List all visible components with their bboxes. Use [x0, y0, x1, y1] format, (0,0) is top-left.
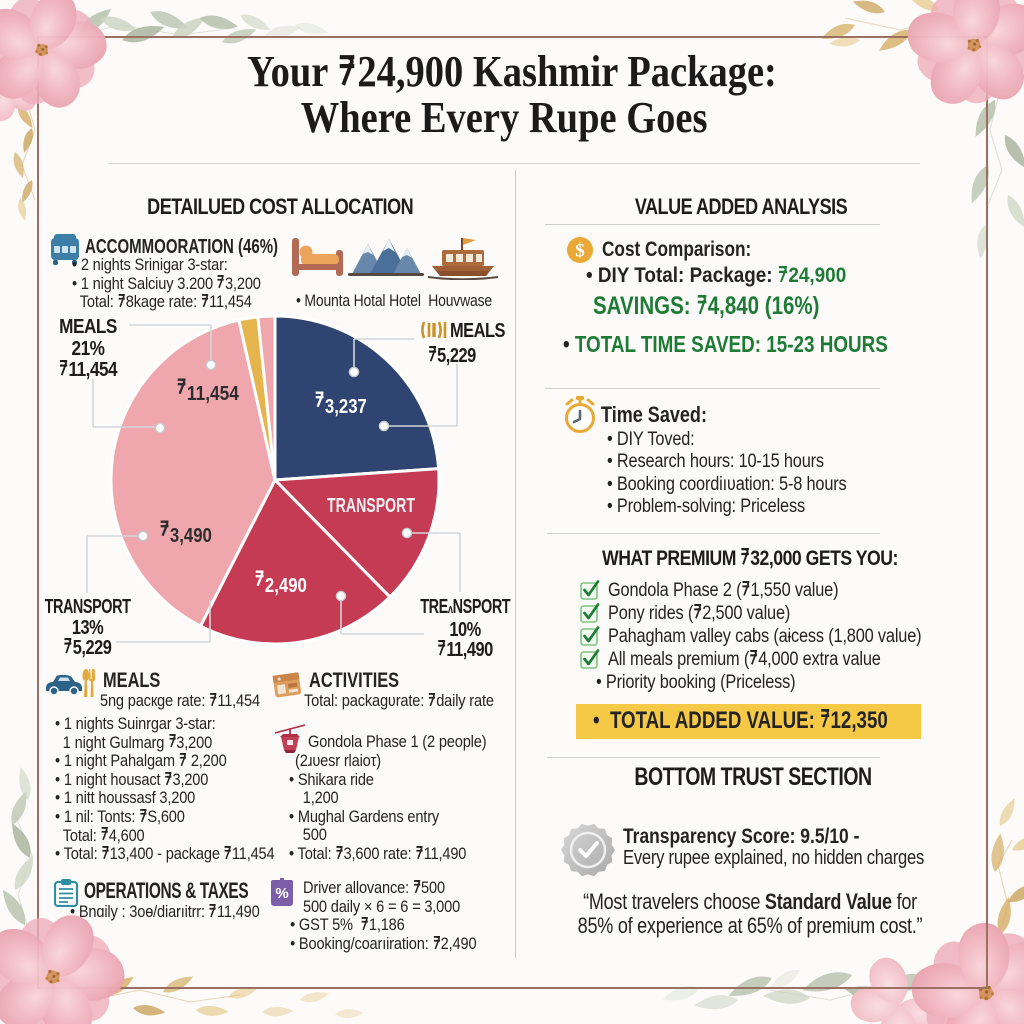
svg-text:%: %: [275, 885, 288, 902]
svg-text:$: $: [575, 241, 585, 262]
svg-text:TRANSPORT: TRANSPORT: [327, 495, 415, 517]
svg-text:2,490: 2,490: [265, 575, 307, 597]
svg-text:3,237: 3,237: [325, 396, 367, 418]
svg-text:3,490: 3,490: [170, 525, 212, 547]
svg-text:11,454: 11,454: [187, 383, 240, 405]
